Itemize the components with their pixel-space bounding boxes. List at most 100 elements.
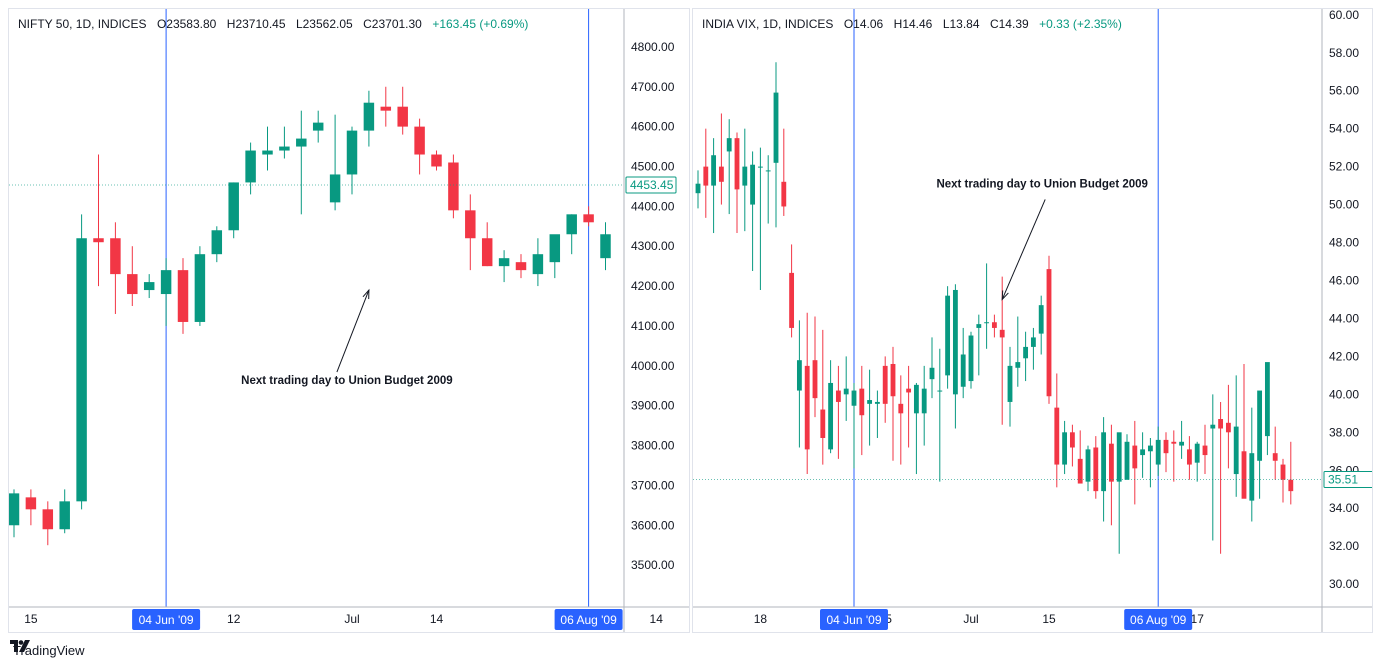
right-candle-body-67 xyxy=(1218,419,1224,429)
right-candle-body-9 xyxy=(765,170,771,172)
left-candle-body-35 xyxy=(600,234,611,259)
right-price-tick-9: 42.00 xyxy=(1329,349,1359,363)
right-time-tick-0: 18 xyxy=(754,612,768,626)
nifty-price-axis[interactable]: 4800.00 4700.00 4600.00 4500.00 4400.00 4300.… xyxy=(9,40,677,572)
right-candle-body-43 xyxy=(1030,337,1036,347)
right-price-tick-1: 58.00 xyxy=(1329,46,1359,60)
right-candle-body-70 xyxy=(1241,451,1247,499)
left-price-tick-1: 4700.00 xyxy=(631,80,675,94)
nifty-high-value: H23710.45 xyxy=(227,17,286,31)
tradingview-footer[interactable]: TradingView xyxy=(10,640,85,660)
right-candle-body-57 xyxy=(1140,449,1146,456)
right-date-marker-label-0: 04 Jun '09 xyxy=(826,613,881,627)
right-candle-body-12 xyxy=(789,272,795,328)
left-candle-body-25 xyxy=(431,154,442,167)
vix-annotation: Next trading day to Union Budget 2009 xyxy=(936,178,1148,301)
left-candle-body-18 xyxy=(312,122,324,131)
right-candle-body-24 xyxy=(882,365,888,404)
vix-price-axis[interactable]: 60.00 58.00 56.00 54.00 52.00 50.00 48.00 46.00… xyxy=(693,9,1372,591)
right-candle-body-1 xyxy=(703,166,709,186)
nifty-chart-panel[interactable]: Next trading day to Union Budget 2009 48… xyxy=(8,8,690,633)
left-candle-body-33 xyxy=(566,214,577,235)
right-candle-body-34 xyxy=(960,354,966,387)
left-price-tick-12: 3600.00 xyxy=(631,518,675,532)
right-candle-body-46 xyxy=(1054,407,1060,465)
left-candle-body-16 xyxy=(279,146,290,151)
left-time-tick-4: 14 xyxy=(650,612,664,626)
right-candle-body-42 xyxy=(1023,346,1029,359)
nifty-chart-svg[interactable]: Next trading day to Union Budget 2009 48… xyxy=(9,9,689,632)
nifty-annotation: Next trading day to Union Budget 2009 xyxy=(241,288,453,387)
right-candle-body-59 xyxy=(1155,439,1161,465)
left-candle-body-8 xyxy=(143,282,155,291)
left-candle-body-3 xyxy=(59,501,70,530)
left-candle-body-32 xyxy=(549,234,561,263)
right-candle-body-38 xyxy=(991,322,997,328)
right-candle-body-11 xyxy=(781,181,787,207)
right-price-tick-6: 48.00 xyxy=(1329,236,1359,250)
left-candle-body-29 xyxy=(498,258,510,267)
right-candle-body-45 xyxy=(1046,269,1052,397)
right-candle-body-4 xyxy=(726,138,732,152)
vix-chart-panel[interactable]: Next trading day to Union Budget 2009 60… xyxy=(692,8,1373,633)
right-date-marker-label-1: 06 Aug '09 xyxy=(1130,613,1187,627)
right-candle-body-63 xyxy=(1186,449,1192,465)
right-candle-body-25 xyxy=(890,363,896,397)
right-candle-body-37 xyxy=(984,322,990,324)
nifty-date-markers xyxy=(165,9,590,607)
left-date-marker-label-1: 06 Aug '09 xyxy=(560,613,617,627)
right-candle-body-23 xyxy=(874,401,880,404)
right-time-tick-2: Jul xyxy=(963,612,978,626)
right-time-tick-3: 15 xyxy=(1042,612,1056,626)
right-candle-body-58 xyxy=(1147,445,1153,452)
right-candle-body-44 xyxy=(1038,305,1044,334)
left-candle-body-6 xyxy=(110,238,121,275)
right-candle-body-69 xyxy=(1233,426,1239,475)
left-price-tick-6: 4200.00 xyxy=(631,279,675,293)
right-candle-body-50 xyxy=(1085,449,1091,482)
right-candle-body-29 xyxy=(921,388,927,414)
right-price-tick-14: 32.00 xyxy=(1329,539,1359,553)
right-candle-body-36 xyxy=(976,324,982,328)
nifty-low-value: L23562.05 xyxy=(296,17,353,31)
nifty-legend: NIFTY 50, 1D, INDICES O23583.80 H23710.4… xyxy=(18,15,528,32)
left-price-tick-7: 4100.00 xyxy=(631,319,675,333)
right-candle-body-7 xyxy=(750,164,756,205)
left-candle-body-23 xyxy=(397,106,408,127)
right-candle-body-48 xyxy=(1069,432,1075,448)
right-candle-body-66 xyxy=(1210,424,1216,429)
right-candle-body-10 xyxy=(773,92,779,163)
left-price-tick-9: 3900.00 xyxy=(631,399,675,413)
nifty-change-value: +163.45 (+0.69%) xyxy=(432,17,528,31)
right-candle-body-20 xyxy=(851,390,857,406)
right-candle-body-51 xyxy=(1093,447,1099,492)
vix-chart-svg[interactable]: Next trading day to Union Budget 2009 60… xyxy=(693,9,1372,632)
tradingview-brand-label[interactable]: TradingView xyxy=(13,642,85,658)
left-candle-body-24 xyxy=(414,126,425,155)
right-price-tick-15: 30.00 xyxy=(1329,577,1359,591)
right-annotation-arrowhead xyxy=(1001,290,1009,301)
left-time-tick-0: 15 xyxy=(24,612,38,626)
right-candle-body-62 xyxy=(1179,441,1185,446)
nifty-time-axis[interactable]: 15 12 Jul 14 14 04 Jun '09 06 Aug '09 xyxy=(24,609,663,630)
right-candle-body-28 xyxy=(913,384,919,414)
left-candle-body-4 xyxy=(76,238,87,502)
right-candle-body-16 xyxy=(820,409,826,438)
left-annotation-label: Next trading day to Union Budget 2009 xyxy=(241,375,453,387)
left-candle-body-28 xyxy=(481,238,493,267)
right-annotation-arrow xyxy=(1001,199,1046,300)
nifty-open-value: O23583.80 xyxy=(157,17,217,31)
right-candle-body-32 xyxy=(945,295,951,376)
right-candle-body-61 xyxy=(1171,441,1177,444)
left-price-tick-0: 4800.00 xyxy=(631,40,675,54)
left-candle-body-2 xyxy=(42,509,54,530)
right-last-price-badge xyxy=(1323,471,1372,489)
right-annotation-label: Next trading day to Union Budget 2009 xyxy=(936,178,1147,190)
left-candle-body-13 xyxy=(228,182,239,231)
left-date-marker-badge-0 xyxy=(132,609,201,630)
right-candle-body-31 xyxy=(937,390,943,392)
vix-candles xyxy=(695,62,1294,554)
left-candle-body-27 xyxy=(465,210,476,239)
right-candle-body-72 xyxy=(1257,390,1263,461)
